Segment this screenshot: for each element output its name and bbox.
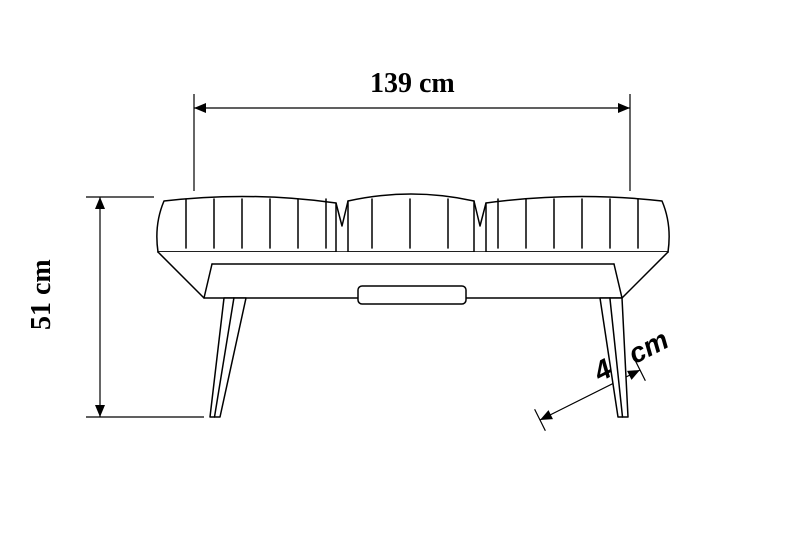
svg-text:40 cm: 40 cm (588, 324, 674, 388)
svg-text:139 cm: 139 cm (370, 68, 455, 99)
svg-text:51 cm: 51 cm (26, 259, 57, 330)
